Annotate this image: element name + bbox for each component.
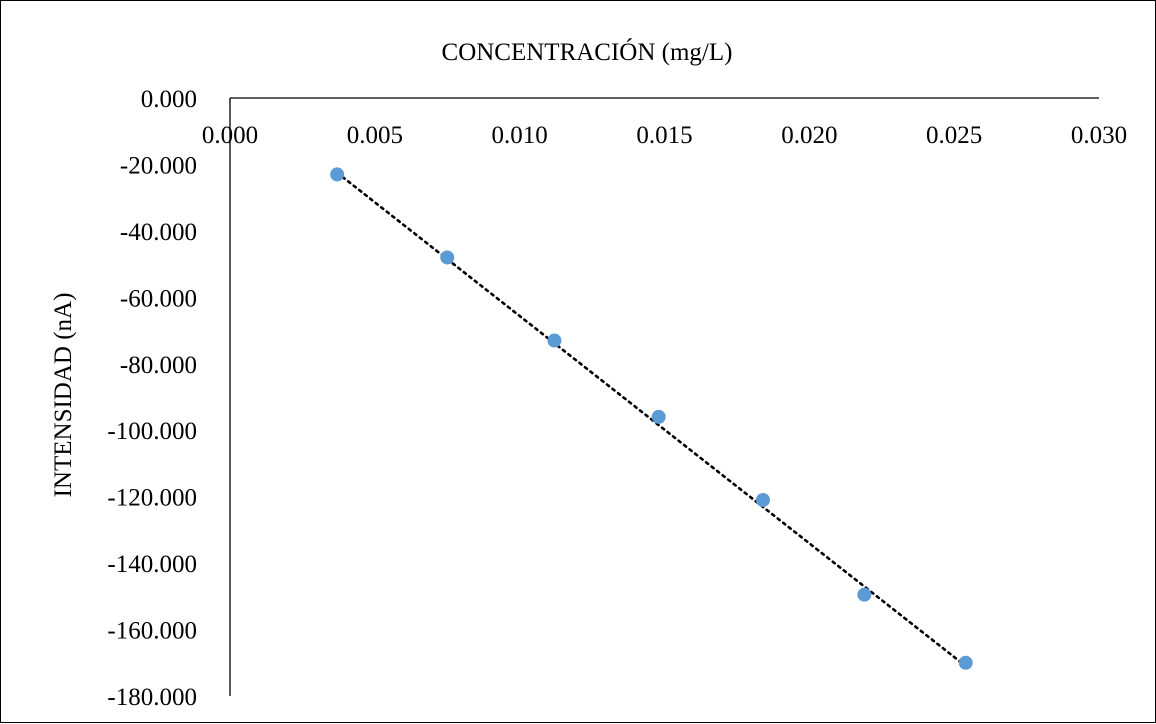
data-point [651,409,666,424]
y-tick-label: -40.000 [120,219,197,246]
data-point [857,587,872,602]
y-tick-label: -140.000 [107,551,197,578]
x-axis-title: CONCENTRACIÓN (mg/L) [442,38,733,66]
y-tick-label: -60.000 [120,285,197,312]
tick-labels-group: 0.000 0.005 0.010 0.015 0.020 0.025 0.030 0.000… [107,86,1127,711]
y-tick-label: -180.000 [107,684,197,711]
x-tick-label: 0.010 [492,122,548,149]
y-tick-label: -80.000 [120,352,197,379]
y-tick-label: -160.000 [107,618,197,645]
y-tick-label: -120.000 [107,485,197,512]
x-tick-label: 0.020 [781,122,837,149]
y-tick-label: 0.000 [141,86,197,113]
x-tick-label: 0.005 [347,122,403,149]
data-point [440,250,455,265]
data-point [330,167,345,182]
data-point [755,492,770,507]
y-tick-label: -100.000 [107,418,197,445]
y-axis-title: INTENSIDAD (nA) [50,293,77,498]
axes-group [229,97,1099,696]
x-tick-label: 0.000 [202,122,258,149]
x-tick-label: 0.025 [926,122,982,149]
trendline [335,171,968,668]
data-points-group [330,167,973,670]
data-point [547,333,562,348]
trendline-group [335,171,968,668]
x-tick-label: 0.030 [1071,122,1127,149]
y-tick-label: -20.000 [120,152,197,179]
x-tick-label: 0.015 [636,122,692,149]
data-point [958,655,973,670]
